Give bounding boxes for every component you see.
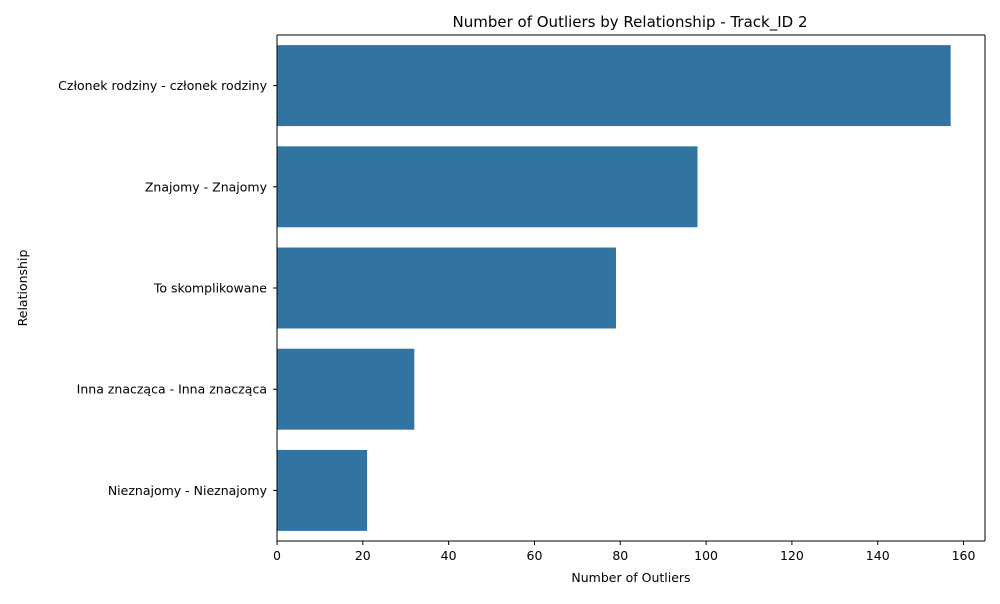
y-tick-label: Znajomy - Znajomy [145, 179, 268, 194]
bar [277, 45, 951, 127]
x-tick-label: 60 [527, 548, 543, 563]
y-tick-label: To skomplikowane [153, 281, 267, 296]
chart-title: Number of Outliers by Relationship - Tra… [453, 13, 808, 32]
y-tick-label: Nieznajomy - Nieznajomy [108, 483, 268, 498]
bar [277, 146, 698, 228]
x-axis-ticks: 0 20 40 60 80 100 120 140 160 [273, 541, 976, 563]
x-tick-label: 100 [694, 548, 718, 563]
y-axis-label: Relationship [15, 250, 30, 327]
x-tick-label: 120 [780, 548, 804, 563]
bar [277, 247, 616, 329]
bars-layer [277, 45, 951, 531]
y-tick-label: Członek rodziny - członek rodziny [58, 78, 267, 93]
x-axis-label: Number of Outliers [571, 570, 690, 585]
y-axis-ticks: Członek rodziny - członek rodziny Znajomy… [58, 78, 277, 498]
x-tick-label: 160 [952, 548, 976, 563]
bar [277, 449, 368, 531]
x-tick-label: 0 [273, 548, 281, 563]
x-tick-label: 20 [355, 548, 371, 563]
bar [277, 348, 415, 430]
y-tick-label: Inna znacząca - Inna znacząca [77, 382, 267, 397]
x-tick-label: 40 [441, 548, 457, 563]
x-tick-label: 80 [612, 548, 628, 563]
x-tick-label: 140 [866, 548, 890, 563]
